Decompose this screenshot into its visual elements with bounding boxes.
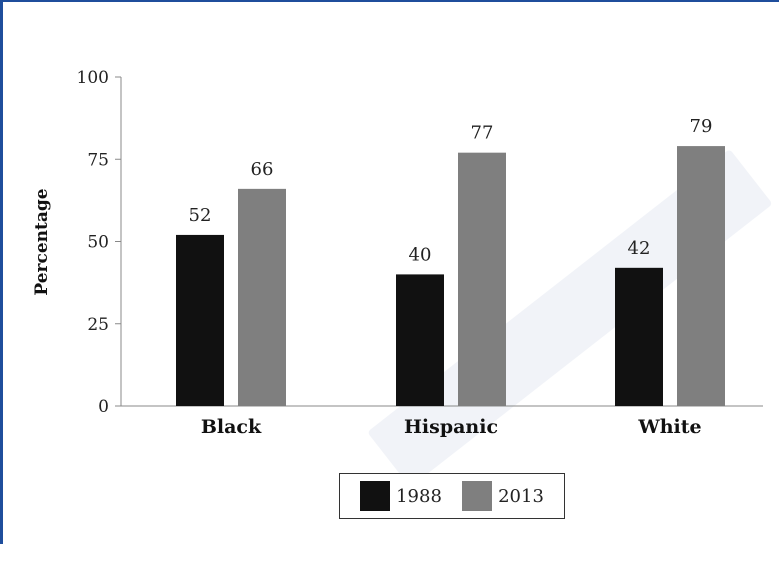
y-tick-label: 25	[87, 315, 109, 335]
y-tick-label: 100	[77, 68, 109, 88]
chart-frame: 0 25 50 75 100 Percentage 52 66 Black 40 77 Hispani…	[0, 0, 779, 544]
bar-black-2013	[238, 188, 286, 406]
y-tick-label: 0	[98, 397, 109, 417]
legend-item-series-2: 2013	[462, 481, 544, 511]
data-label-hispanic-1988: 40	[409, 244, 432, 265]
legend: 1988 2013	[339, 473, 565, 519]
data-label-black-2013: 66	[251, 159, 274, 180]
legend-item-series-1: 1988	[360, 481, 442, 511]
data-label-hispanic-2013: 77	[471, 123, 494, 144]
bar-white-2013	[677, 146, 725, 406]
data-label-white-1988: 42	[628, 238, 651, 259]
bar-white-1988	[615, 267, 663, 406]
bar-chart: 0 25 50 75 100 Percentage 52 66 Black 40 77 Hispani…	[32, 68, 763, 438]
legend-label-series-2: 2013	[498, 485, 544, 507]
bar-hispanic-2013	[458, 152, 506, 406]
bar-black-1988	[176, 234, 224, 406]
x-tick-label-black: Black	[201, 416, 262, 438]
x-tick-label-hispanic: Hispanic	[404, 416, 498, 438]
y-tick-label: 75	[87, 150, 109, 170]
legend-swatch-series-2	[462, 481, 493, 511]
y-axis-title: Percentage	[32, 188, 52, 295]
data-label-black-1988: 52	[189, 205, 212, 226]
legend-label-series-1: 1988	[396, 485, 442, 507]
legend-swatch-series-1	[360, 481, 391, 511]
y-tick-label: 50	[87, 233, 109, 253]
bar-hispanic-1988	[396, 274, 444, 406]
data-label-white-2013: 79	[690, 116, 713, 137]
x-tick-label-white: White	[637, 416, 701, 438]
